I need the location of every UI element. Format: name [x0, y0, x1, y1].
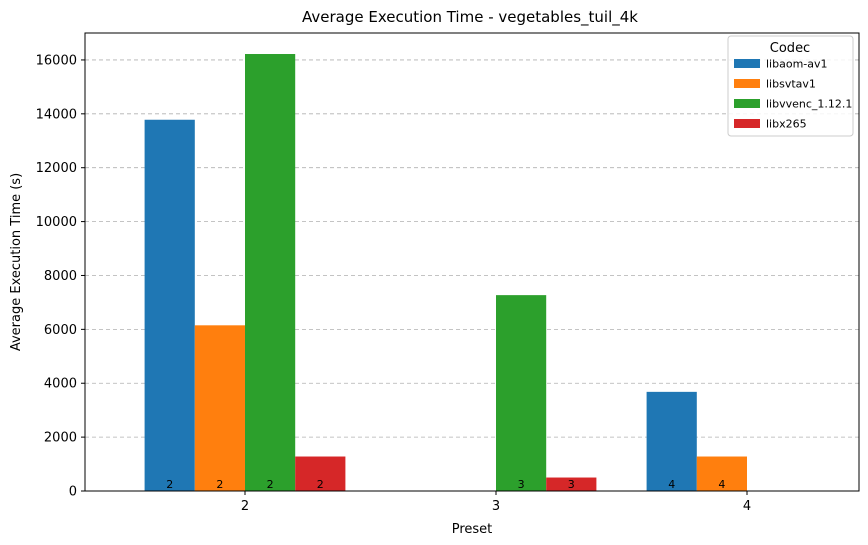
y-tick-label: 10000: [36, 215, 77, 230]
x-tick-label: 3: [492, 499, 500, 514]
x-tick-label: 2: [241, 499, 249, 514]
chart-title: Average Execution Time - vegetables_tuil…: [302, 8, 638, 27]
legend-label: libsvtav1: [766, 78, 816, 91]
y-axis-label: Average Execution Time (s): [9, 173, 24, 351]
x-axis: 2 3 4: [241, 491, 751, 514]
y-tick-label: 14000: [36, 107, 77, 122]
bar-data-label: 4: [668, 478, 675, 491]
legend: Codec libaom-av1 libsvtav1 libvvenc_1.12.1…: [727, 35, 854, 137]
bar-libaom-av1-2: [144, 119, 195, 492]
y-tick-label: 6000: [44, 323, 77, 338]
y-tick-label: 4000: [44, 377, 77, 392]
legend-swatch: [734, 99, 760, 108]
x-tick-label: 4: [743, 499, 751, 514]
bar-data-label: 2: [216, 478, 223, 491]
bar-data-label: 2: [267, 478, 274, 491]
plot-frame: [84, 32, 860, 492]
y-tick-label: 16000: [36, 53, 77, 68]
y-tick-label: 8000: [44, 269, 77, 284]
legend-label: libx265: [766, 118, 807, 131]
bar-data-label: 3: [518, 478, 525, 491]
bar-data-label: 3: [568, 478, 575, 491]
legend-swatch: [734, 119, 760, 128]
legend-title: Codec: [770, 41, 810, 56]
bar-libaom-av1-4: [646, 391, 697, 491]
bars: [144, 54, 747, 492]
bar-libx265-3: [546, 477, 597, 491]
y-tick-label: 2000: [44, 431, 77, 446]
bar-data-label: 2: [166, 478, 173, 491]
bar-data-label: 4: [718, 478, 725, 491]
bar-libsvtav1-4: [696, 456, 747, 491]
bar-libvvenc_1.12.1-3: [496, 295, 547, 491]
bar-data-label: 2: [317, 478, 324, 491]
y-tick-label: 0: [69, 485, 77, 500]
y-tick-label: 12000: [36, 161, 77, 176]
x-axis-label: Preset: [452, 522, 493, 537]
bar-libvvenc_1.12.1-2: [245, 54, 296, 491]
legend-label: libvvenc_1.12.1: [766, 98, 852, 111]
bar-labels: 2 4 2 4 2 3 2 3: [166, 478, 725, 491]
bar-libx265-2: [295, 456, 346, 491]
bar-libsvtav1-2: [194, 325, 245, 491]
y-axis: 0 2000 4000 6000 8000 10000 12000 14000 16000: [36, 53, 85, 500]
legend-swatch: [734, 79, 760, 88]
legend-label: libaom-av1: [766, 58, 828, 71]
legend-swatch: [734, 59, 760, 68]
